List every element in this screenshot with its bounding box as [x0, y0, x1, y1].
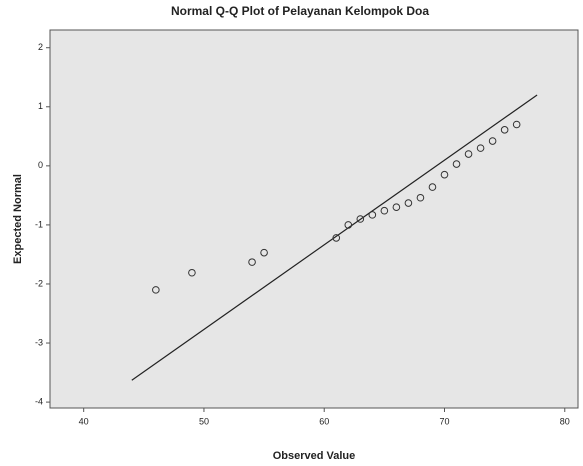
y-tick-label: 1: [38, 101, 43, 111]
point: [512, 120, 521, 129]
point: [332, 234, 341, 242]
x-tick-label: 70: [439, 416, 449, 426]
point: [368, 211, 377, 219]
y-tick-label: 0: [38, 160, 43, 170]
y-tick-label: -4: [35, 396, 43, 406]
y-tick-label: -1: [35, 219, 43, 229]
x-tick-label: 50: [199, 416, 209, 426]
point: [356, 215, 365, 223]
y-axis-label: Expected Normal: [12, 174, 24, 264]
x-tick-label: 80: [560, 416, 570, 426]
point: [248, 258, 256, 266]
point: [392, 203, 401, 211]
point: [500, 126, 509, 134]
point: [476, 144, 485, 152]
y-tick-label: -3: [35, 337, 43, 347]
x-tick-label: 40: [79, 416, 89, 426]
point: [380, 206, 389, 215]
plot-area: [49, 29, 579, 409]
point: [440, 170, 449, 179]
point: [464, 150, 473, 158]
point: [260, 248, 268, 257]
x-tick-label: 60: [319, 416, 329, 426]
x-axis-label: Observed Value: [273, 450, 356, 462]
chart-title: Normal Q-Q Plot of Pelayanan Kelompok Do…: [171, 4, 429, 18]
point: [152, 286, 160, 294]
point: [188, 268, 196, 277]
y-tick-label: 2: [38, 42, 43, 52]
y-tick-label: -2: [35, 278, 43, 288]
point: [488, 137, 497, 145]
point: [416, 193, 425, 202]
reference-line: [131, 94, 538, 381]
point: [452, 160, 461, 168]
point: [404, 199, 413, 207]
point: [428, 183, 437, 191]
point: [344, 221, 353, 229]
